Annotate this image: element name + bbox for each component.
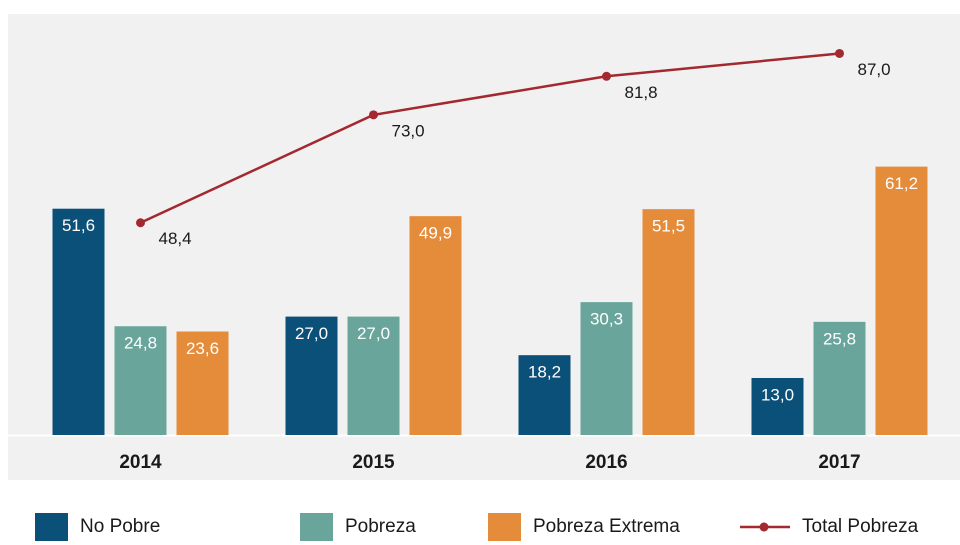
bar [518,355,571,435]
bar [875,166,928,436]
line-value-label: 48,4 [159,229,192,248]
bar-value-label: 23,6 [186,339,219,358]
bar [642,209,695,435]
legend-marker [759,522,769,532]
x-tick-label: 2014 [119,452,162,473]
bar-value-label: 27,0 [357,324,390,343]
line-point [369,110,378,120]
bar [114,326,167,435]
legend-swatch [35,513,68,541]
bar-value-label: 51,6 [62,216,95,235]
legend-label: No Pobre [80,516,160,537]
bar [813,321,866,435]
bar-value-label: 13,0 [761,385,794,404]
bar-value-label: 49,9 [419,224,452,243]
bar-value-label: 27,0 [295,324,328,343]
line-value-label: 81,8 [625,83,658,102]
bar-value-label: 25,8 [823,329,856,348]
line-point [602,71,611,81]
bar [751,377,804,435]
line [139,52,840,224]
line-value-label: 73,0 [392,121,425,140]
legend-label: Total Pobreza [802,516,919,537]
x-tick-label: 2015 [352,452,395,473]
bar [580,302,633,435]
line-point [835,48,844,58]
bar [176,331,229,435]
bar [347,316,400,435]
bar-value-label: 61,2 [885,174,918,193]
bar-value-label: 24,8 [124,334,157,353]
x-tick-label: 2016 [585,452,627,473]
bar-value-label: 18,2 [528,363,561,382]
legend-swatch [488,513,521,541]
legend-swatch [300,513,333,541]
bar [409,216,462,435]
x-tick-label: 2017 [818,452,860,473]
bar [52,208,105,435]
bar [285,316,338,435]
line-point [136,218,145,228]
line-value-label: 87,0 [858,60,891,79]
legend-label: Pobreza Extrema [533,516,680,537]
bar-value-label: 51,5 [652,217,685,236]
bar-value-label: 30,3 [590,310,623,329]
legend-label: Pobreza [345,516,416,537]
